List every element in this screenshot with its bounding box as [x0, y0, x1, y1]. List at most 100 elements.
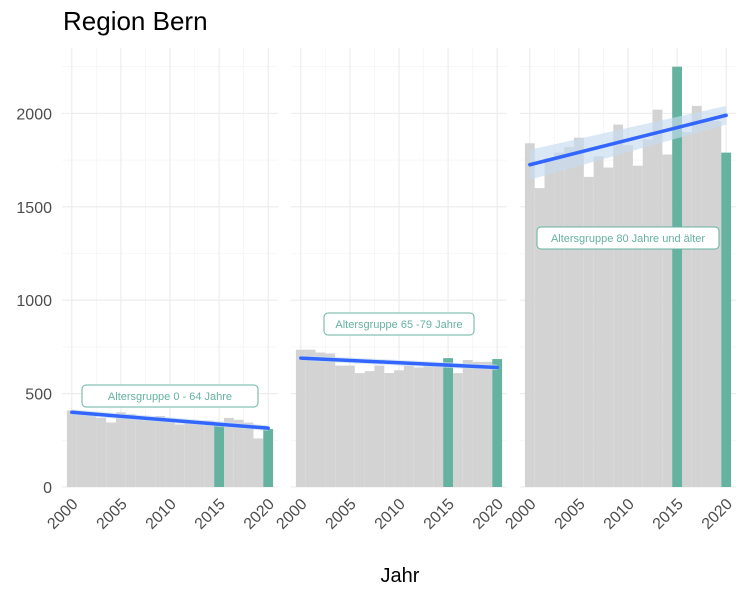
chart-panels: Altersgruppe 0 - 64 Jahre 2000 2005 2010 201… [44, 48, 736, 533]
y-tick-label: 2000 [16, 106, 52, 123]
bar-2001 [76, 413, 87, 487]
y-tick-label: 1000 [16, 293, 52, 310]
bar-2006 [125, 414, 136, 487]
x-tick-label: 2020 [470, 496, 507, 533]
bar-2018 [701, 120, 712, 487]
bar-2016 [224, 417, 234, 487]
y-axis: 0 500 1000 1500 2000 [16, 106, 52, 497]
bar-2004 [564, 147, 574, 487]
bar-2005 [574, 137, 584, 487]
panel-1: Altersgruppe 0 - 64 Jahre 2000 2005 2010 201… [44, 48, 278, 533]
bar-2018 [243, 422, 254, 487]
bar-2004 [335, 365, 345, 487]
bar-2011 [403, 365, 414, 487]
bar-2009 [155, 416, 166, 487]
bar-2000 [66, 410, 77, 487]
x-tick-label: 2000 [44, 496, 81, 533]
y-tick-label: 0 [43, 480, 52, 497]
bar-2014 [662, 154, 673, 488]
bar-2008 [145, 418, 156, 487]
highlight-bar-2015 [672, 66, 682, 488]
bar-2018 [472, 361, 483, 487]
x-tick-label: 2020 [241, 496, 278, 533]
highlight-bar-2020 [263, 429, 274, 487]
bar-2005 [345, 365, 355, 487]
bar-2013 [423, 362, 434, 487]
bar-2013 [652, 109, 663, 488]
panel-2: Altersgruppe 65 -79 Jahre 2000 2005 2010 201… [273, 48, 507, 533]
bar-2019 [482, 361, 493, 487]
bar-2017 [462, 359, 473, 487]
bar-2014 [204, 420, 215, 487]
bar-2011 [174, 424, 185, 487]
bar-2017 [691, 105, 702, 487]
x-tick-label: 2015 [421, 496, 458, 533]
x-tick-label: 2015 [650, 496, 687, 533]
bar-2006 [354, 373, 365, 487]
bar-2009 [613, 124, 624, 487]
bar-2019 [253, 438, 264, 487]
panel-3: Altersgruppe 80 Jahre und älter 2000 2005 2… [502, 48, 736, 533]
x-tick-label: 2005 [94, 496, 131, 533]
bar-2019 [711, 120, 722, 487]
panel-label-box [323, 312, 475, 336]
x-tick-label: 2015 [192, 496, 229, 533]
highlight-bar-2020 [492, 359, 503, 487]
bar-2010 [394, 370, 404, 487]
x-tick-label: 2005 [323, 496, 360, 533]
bar-2004 [106, 422, 116, 487]
bar-2012 [642, 139, 653, 487]
panel-label: Altersgruppe 80 Jahre und älter [551, 233, 705, 245]
bar-2007 [135, 416, 146, 487]
trend-line [70, 410, 270, 430]
x-tick-label: 2010 [143, 496, 180, 533]
bar-2012 [184, 422, 195, 487]
chart-title: Region Bern [63, 6, 208, 36]
panel-label-box [81, 384, 259, 408]
bar-2016 [682, 132, 692, 487]
bar-2007 [593, 156, 604, 487]
panel-label: Altersgruppe 65 -79 Jahre [335, 319, 462, 331]
trend-confidence-band [529, 105, 727, 180]
x-axis-title: Jahr [381, 565, 420, 587]
bar-2002 [86, 415, 97, 487]
bar-2002 [544, 158, 555, 487]
x-tick-label: 2005 [552, 496, 589, 533]
bar-2007 [364, 371, 375, 487]
bar-2010 [623, 145, 633, 487]
bar-2000 [524, 143, 535, 487]
bar-2002 [315, 352, 326, 487]
bar-2008 [374, 365, 385, 487]
x-tick-label: 2000 [502, 496, 539, 533]
trend-line [299, 356, 499, 370]
bar-2016 [453, 373, 463, 487]
bar-2009 [384, 373, 395, 487]
y-tick-label: 1500 [16, 200, 52, 217]
bar-2000 [295, 349, 306, 487]
bar-2011 [632, 165, 643, 487]
y-tick-label: 500 [25, 387, 52, 404]
highlight-bar-2015 [214, 423, 224, 487]
bar-2003 [554, 152, 565, 487]
x-tick-label: 2020 [699, 496, 736, 533]
bar-2001 [305, 349, 316, 487]
bar-2005 [116, 412, 126, 487]
bar-2014 [433, 363, 444, 487]
bar-2008 [603, 167, 614, 488]
bar-2003 [325, 353, 336, 487]
bar-2013 [194, 423, 205, 487]
x-tick-label: 2000 [273, 496, 310, 533]
trend-line [528, 113, 728, 167]
bar-2017 [233, 419, 244, 487]
bar-2010 [165, 420, 175, 487]
bar-2003 [96, 417, 107, 487]
highlight-bar-2020 [721, 152, 732, 487]
panel-label-box [536, 226, 720, 250]
panel-label: Altersgruppe 0 - 64 Jahre [108, 391, 232, 403]
x-tick-label: 2010 [372, 496, 409, 533]
highlight-bar-2015 [443, 358, 453, 487]
x-tick-label: 2010 [601, 496, 638, 533]
bar-2012 [413, 367, 424, 487]
bar-2006 [583, 176, 594, 487]
